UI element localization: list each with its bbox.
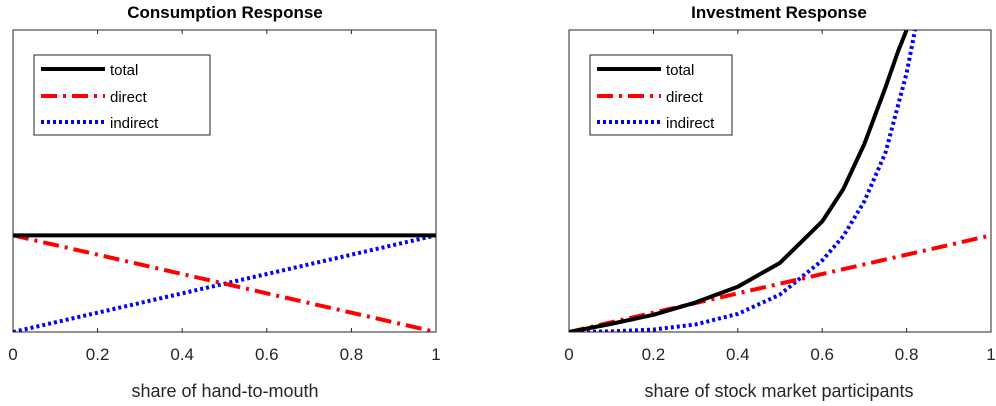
axes-box bbox=[568, 29, 992, 333]
plot-area bbox=[13, 233, 436, 332]
legend: total direct indirect bbox=[33, 54, 211, 136]
x-tick-label: 0.2 bbox=[86, 345, 110, 364]
plot-area bbox=[569, 30, 991, 332]
x-tick-label: 0 bbox=[564, 345, 573, 364]
legend-label-indirect: indirect bbox=[666, 115, 715, 132]
x-tick-label: 0.8 bbox=[340, 345, 364, 364]
x-tick-label: 0 bbox=[8, 345, 17, 364]
x-tick-label: 0.8 bbox=[895, 345, 919, 364]
x-tick-label: 0.6 bbox=[810, 345, 834, 364]
x-tick-label: 0.4 bbox=[726, 345, 750, 364]
series-line-total bbox=[569, 30, 909, 332]
consumption-response-chart: Consumption Response 0 0.2 0.4 0.6 0.8 1 shar… bbox=[8, 3, 440, 401]
legend-label-total: total bbox=[666, 62, 694, 79]
x-tick-label: 1 bbox=[986, 345, 995, 364]
x-axis-ticks: 0 0.2 0.4 0.6 0.8 1 bbox=[564, 30, 996, 364]
series-line-direct bbox=[13, 233, 436, 332]
x-axis-label: share of hand-to-mouth bbox=[131, 381, 318, 401]
series-line-indirect bbox=[569, 30, 918, 332]
axes-box bbox=[12, 29, 437, 333]
legend-label-total: total bbox=[110, 62, 138, 79]
legend: total direct indirect bbox=[589, 54, 733, 136]
x-axis-ticks: 0 0.2 0.4 0.6 0.8 1 bbox=[8, 30, 441, 364]
chart-title: Consumption Response bbox=[127, 3, 323, 22]
legend-label-direct: direct bbox=[110, 89, 148, 106]
x-axis-label: share of stock market participants bbox=[644, 381, 913, 401]
x-tick-label: 0.2 bbox=[642, 345, 666, 364]
legend-label-direct: direct bbox=[666, 89, 704, 106]
series-line-indirect bbox=[13, 233, 436, 332]
x-tick-label: 0.4 bbox=[170, 345, 194, 364]
chart-title: Investment Response bbox=[691, 3, 867, 22]
x-tick-label: 0.6 bbox=[255, 345, 279, 364]
x-tick-label: 1 bbox=[431, 345, 440, 364]
legend-label-indirect: indirect bbox=[110, 115, 159, 132]
investment-response-chart: Investment Response 0 0.2 0.4 0.6 0.8 1 share… bbox=[564, 3, 995, 401]
